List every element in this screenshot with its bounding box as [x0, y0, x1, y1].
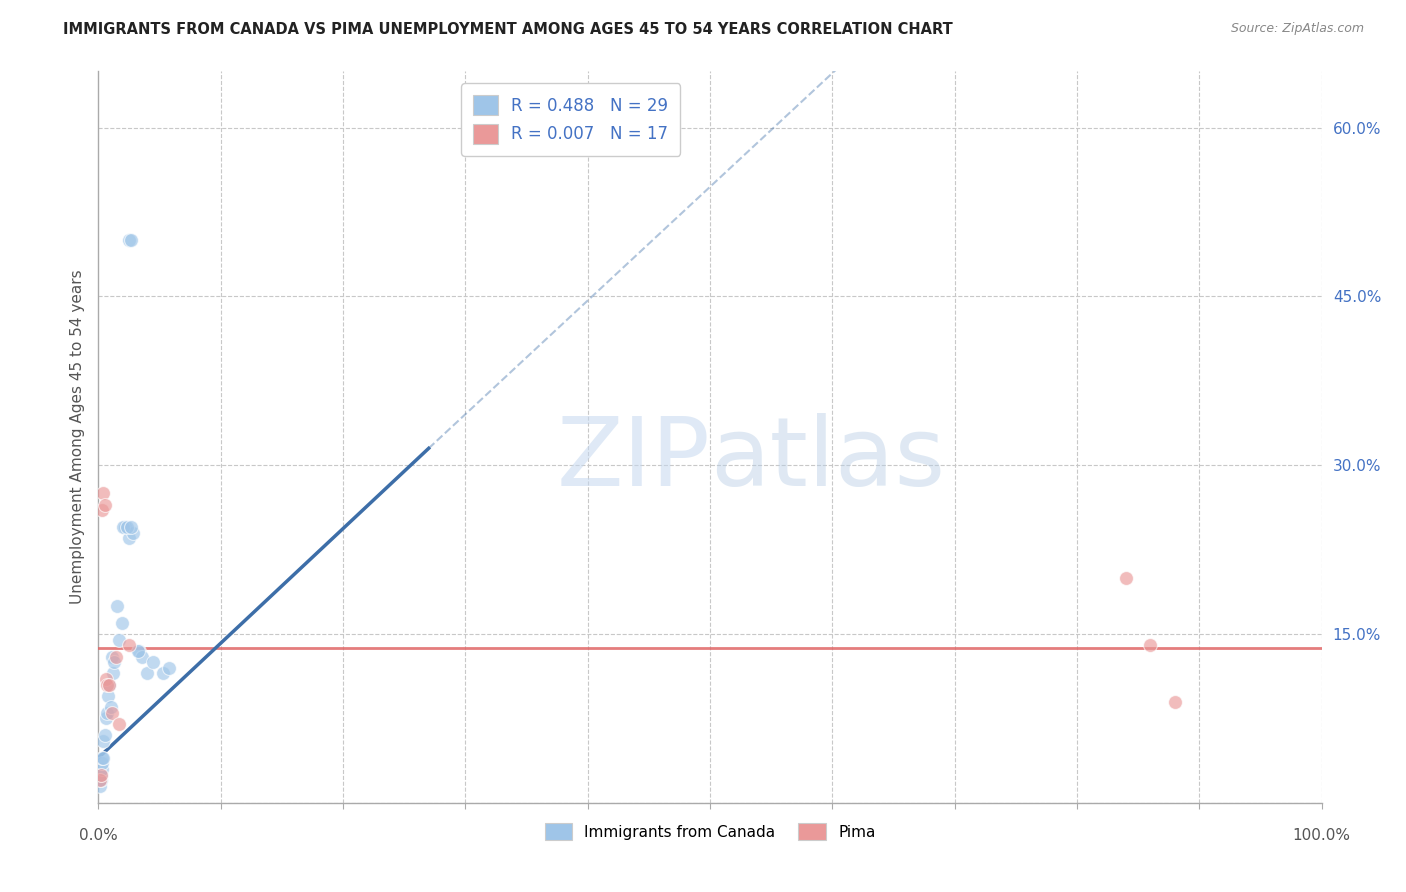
- Point: [118, 638, 141, 652]
- Point: [89, 773, 111, 788]
- Text: Source: ZipAtlas.com: Source: ZipAtlas.com: [1230, 22, 1364, 36]
- Point: [127, 644, 149, 658]
- Point: [121, 525, 143, 540]
- Point: [115, 520, 138, 534]
- Point: [94, 711, 117, 725]
- Point: [1139, 638, 1161, 652]
- Text: atlas: atlas: [710, 412, 945, 506]
- Point: [118, 233, 141, 247]
- Point: [1164, 694, 1187, 708]
- Point: [104, 649, 127, 664]
- Point: [98, 678, 121, 692]
- Point: [91, 751, 114, 765]
- Point: [98, 678, 121, 692]
- Point: [101, 649, 124, 664]
- Point: [91, 486, 114, 500]
- Text: 100.0%: 100.0%: [1292, 829, 1351, 844]
- Point: [111, 520, 134, 534]
- Point: [90, 773, 112, 788]
- Point: [91, 734, 114, 748]
- Text: IMMIGRANTS FROM CANADA VS PIMA UNEMPLOYMENT AMONG AGES 45 TO 54 YEARS CORRELATIO: IMMIGRANTS FROM CANADA VS PIMA UNEMPLOYM…: [63, 22, 953, 37]
- Point: [128, 644, 150, 658]
- Text: ZIP: ZIP: [557, 412, 710, 506]
- Point: [91, 762, 114, 776]
- Point: [90, 767, 112, 781]
- Point: [100, 700, 122, 714]
- Point: [91, 503, 114, 517]
- Point: [103, 655, 125, 669]
- Point: [152, 666, 174, 681]
- Point: [108, 717, 131, 731]
- Point: [111, 615, 134, 630]
- Point: [93, 498, 115, 512]
- Point: [114, 520, 136, 534]
- Point: [89, 779, 111, 793]
- Point: [91, 751, 114, 765]
- Point: [131, 649, 153, 664]
- Point: [101, 666, 124, 681]
- Point: [93, 728, 115, 742]
- Point: [91, 756, 114, 771]
- Point: [108, 632, 131, 647]
- Legend: Immigrants from Canada, Pima: Immigrants from Canada, Pima: [538, 816, 882, 847]
- Point: [157, 661, 180, 675]
- Point: [105, 599, 128, 613]
- Point: [96, 706, 118, 720]
- Point: [90, 767, 112, 781]
- Point: [136, 666, 159, 681]
- Point: [1115, 571, 1137, 585]
- Point: [118, 532, 141, 546]
- Y-axis label: Unemployment Among Ages 45 to 54 years: Unemployment Among Ages 45 to 54 years: [69, 269, 84, 605]
- Point: [96, 678, 118, 692]
- Text: 0.0%: 0.0%: [79, 829, 118, 844]
- Point: [97, 689, 120, 703]
- Point: [120, 520, 142, 534]
- Point: [120, 233, 142, 247]
- Point: [94, 672, 117, 686]
- Point: [101, 706, 124, 720]
- Point: [142, 655, 165, 669]
